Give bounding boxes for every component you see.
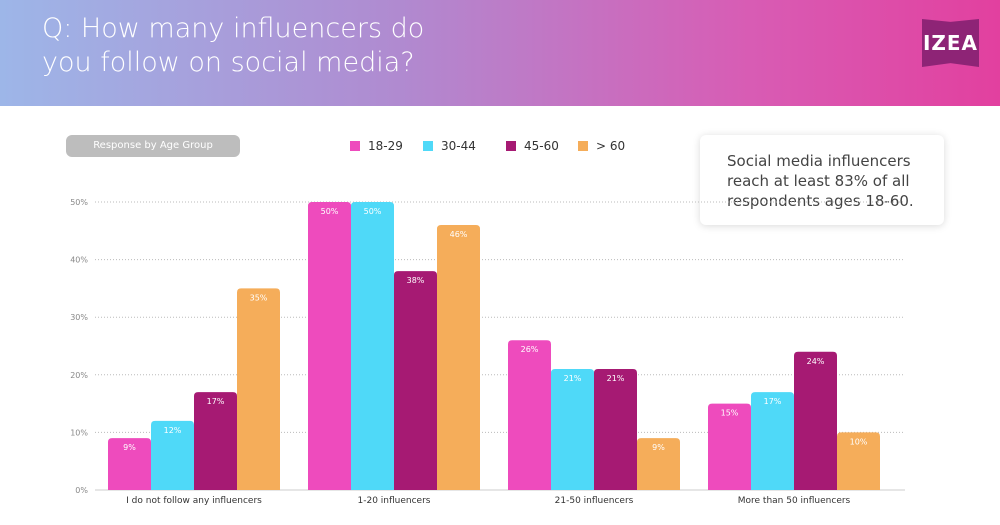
data-label: 12% [164,426,182,435]
x-category-label: 21-50 influencers [555,496,634,506]
bar [394,271,437,490]
data-label: 21% [564,374,582,383]
x-category-label: More than 50 influencers [738,496,851,506]
data-label: 17% [764,397,782,406]
bar [594,369,637,490]
data-label: 50% [364,207,382,216]
izea-logo: IZEA [922,19,979,67]
bar [751,392,794,490]
legend-item: 30-44 [423,139,476,153]
bar [151,420,194,490]
bar [837,432,880,490]
legend-label: 30-44 [441,139,476,153]
data-label: 15% [721,409,739,418]
legend-item: > 60 [578,139,625,153]
data-label: 9% [123,443,136,452]
bar [437,225,480,491]
y-tick-label: 0% [75,486,88,495]
data-label: 24% [807,357,825,366]
data-label: 38% [407,276,425,285]
legend-label: 45-60 [524,139,559,153]
data-label: 46% [450,230,468,239]
data-label: 21% [607,374,625,383]
legend-label: > 60 [596,139,626,153]
data-label: 9% [652,443,665,452]
header-banner: Q: How many influencers do you follow on… [0,0,1000,106]
y-tick-label: 20% [70,371,88,380]
x-category-label: I do not follow any influencers [126,496,262,506]
data-label: 50% [321,207,339,216]
bar [351,202,394,490]
legend-swatch [350,141,360,151]
data-label: 10% [850,437,868,446]
bar [637,438,680,490]
y-tick-label: 40% [70,256,88,265]
bar [708,403,751,490]
legend-item: 18-29 [350,139,403,153]
data-label: 26% [521,345,539,354]
legend-label: 18-29 [368,139,403,153]
legend-item: 45-60 [506,139,559,153]
callout-box: Social media influencers reach at least … [700,135,944,225]
page-title: Q: How many influencers do you follow on… [42,13,425,78]
bar [794,351,837,490]
data-label: 35% [250,293,268,302]
legend-swatch [506,141,516,151]
bar [237,288,280,490]
legend-swatch [423,141,433,151]
bar [194,392,237,490]
bar [508,340,551,490]
y-tick-label: 50% [70,198,88,207]
legend-swatch [578,141,588,151]
data-label: 17% [207,397,225,406]
bar [551,369,594,490]
x-category-label: 1-20 influencers [358,496,431,506]
y-tick-label: 10% [70,428,88,437]
response-by-age-group-button[interactable]: Response by Age Group [66,135,240,157]
y-tick-label: 30% [70,313,88,322]
bar [108,438,151,490]
bar [308,202,351,490]
